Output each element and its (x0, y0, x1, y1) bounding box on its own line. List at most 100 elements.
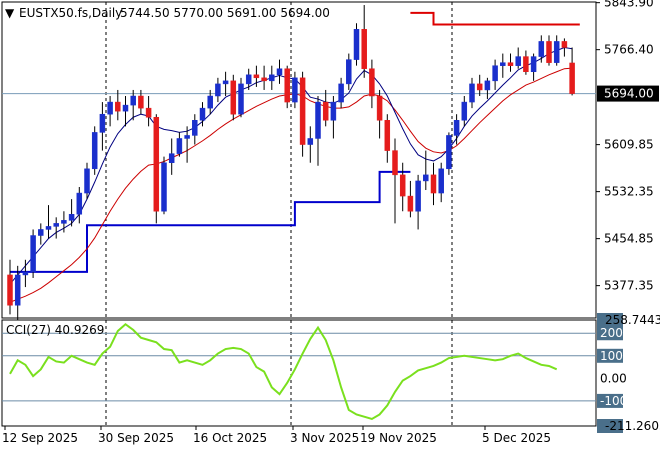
candle-body (361, 29, 367, 69)
candle-body (276, 68, 283, 76)
x-tick-label: 16 Oct 2025 (193, 431, 267, 445)
candle (376, 89, 383, 139)
main-plot-frame (1, 1, 597, 319)
candle (476, 74, 483, 97)
candle (299, 71, 306, 157)
candle (53, 217, 59, 239)
candle-body (122, 104, 129, 112)
candle-body (446, 135, 452, 170)
candle (7, 259, 13, 315)
candle (276, 59, 283, 84)
candle-body (161, 162, 167, 212)
candle (199, 102, 206, 127)
candle (138, 89, 144, 115)
candle (184, 126, 190, 163)
candle-body (376, 95, 383, 121)
cci-label: CCI(27) 40.9269 (6, 323, 104, 337)
candle-body (269, 74, 275, 82)
candle-body (476, 83, 483, 91)
candle-body (84, 168, 90, 194)
x-tick-label: 19 Nov 2025 (360, 431, 437, 445)
cci-tick-tag-bg (597, 393, 623, 408)
candle-body (399, 174, 406, 197)
candle-body (346, 59, 352, 85)
x-tick-label: 5 Dec 2025 (482, 431, 551, 445)
candle-body (153, 116, 160, 212)
candle (91, 126, 98, 175)
candle (130, 89, 136, 121)
candle-body (253, 74, 260, 79)
candle (399, 162, 406, 212)
candle-body (338, 83, 344, 103)
cci-tick-label: -100 (600, 394, 627, 408)
x-tick-label: 3 Nov 2025 (290, 431, 359, 445)
candle-body (299, 77, 306, 145)
cci-tick-label: 200 (600, 326, 623, 340)
candle (45, 205, 52, 239)
candle (192, 114, 198, 145)
candle-body (569, 62, 575, 94)
candle (361, 5, 367, 78)
candle (315, 96, 321, 166)
candle (161, 156, 167, 215)
candle-body (484, 80, 491, 91)
candle-body (199, 107, 206, 121)
candle-body (230, 80, 237, 115)
candle (561, 38, 568, 57)
candle (307, 126, 314, 163)
candle-body (91, 132, 98, 170)
candle (423, 150, 429, 191)
candle (176, 132, 183, 157)
candle-body (38, 229, 44, 236)
candle (84, 162, 90, 200)
candle-body (453, 120, 460, 136)
candle-body (284, 68, 290, 103)
candle (14, 265, 21, 321)
candle (76, 186, 83, 224)
candle (515, 47, 521, 69)
candle-body (45, 226, 52, 230)
candle (384, 114, 391, 163)
candle (469, 77, 475, 109)
cci-line (9, 322, 558, 421)
candle-body (322, 101, 329, 121)
candle-body (61, 220, 67, 224)
price-tick-label: 5766.40 (604, 43, 654, 57)
candle (284, 65, 290, 109)
candle (269, 65, 275, 90)
candle-body (107, 101, 113, 115)
candle-body (438, 168, 444, 194)
resistance-line (410, 11, 580, 26)
candle-body (384, 120, 391, 151)
candle (122, 96, 129, 127)
candle (292, 71, 298, 109)
candle-body (523, 56, 529, 73)
price-tick-label: 5843.90 (604, 0, 654, 10)
ohlc-label: 5744.50 5770.00 5691.00 5694.00 (120, 6, 330, 20)
candle (222, 71, 229, 97)
candle (115, 89, 121, 121)
candle-body (222, 80, 229, 85)
x-tick-label: 12 Sep 2025 (2, 431, 78, 445)
candle (153, 114, 160, 224)
candle (353, 23, 360, 66)
price-tick-label: 5454.85 (604, 232, 654, 246)
cci-tick-label: 258.7443 (605, 313, 660, 327)
candle-body (507, 62, 514, 66)
candle-body (68, 214, 75, 221)
candle-body (184, 135, 190, 139)
candle-body (415, 180, 421, 212)
candle-body (369, 68, 375, 97)
cci-plot-frame (1, 319, 597, 427)
candle-body (53, 223, 59, 227)
candle-body (245, 74, 252, 85)
candle-body (561, 41, 568, 48)
price-tick-label: 5377.35 (604, 279, 654, 293)
candle-body (76, 192, 83, 215)
chart-header: ▼ EUSTX50.fs,Daily 5744.50 5770.00 5691.… (5, 6, 330, 20)
candle (446, 132, 452, 175)
candle-body (115, 101, 121, 112)
candle-body (130, 95, 136, 106)
